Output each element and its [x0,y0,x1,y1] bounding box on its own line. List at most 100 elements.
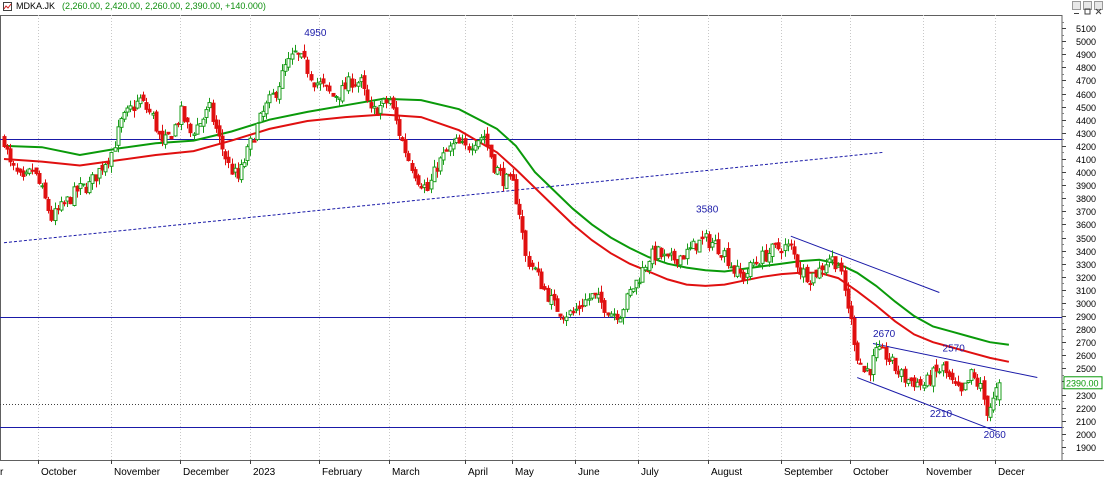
annotations: 4950 3580 2670 2570 2210 2060 [304,28,1006,441]
candle-body [302,50,307,58]
minimize-button[interactable] [1072,1,1081,14]
price-tick-label: 3200 [1076,273,1096,283]
last-price-tag [1063,376,1103,390]
candle-body [602,300,607,313]
close-button[interactable] [1094,1,1103,15]
candle-body [944,361,949,374]
candle-body [406,153,411,162]
candle-body [163,134,168,145]
candle-body [252,140,257,143]
candle-body [625,293,630,310]
candle-body [81,183,86,186]
candle-body [985,395,990,416]
candle-body [258,112,263,123]
candle-body [530,262,535,267]
candle-body [173,124,178,137]
candle-body [618,318,623,323]
candle-body [776,242,781,250]
candle-body [182,106,187,122]
candle-body [5,145,10,150]
candle-body [748,262,753,278]
price-tick-label: 2300 [1076,391,1096,401]
candle-body [950,372,955,381]
candle-body [805,266,810,283]
candle-body [801,268,806,278]
candle-body [934,364,939,372]
candle-body [820,265,825,271]
candle-body [400,137,405,141]
candle-body [757,264,762,267]
chart-window-icon [3,2,12,11]
candle-body [552,293,557,301]
price-tick-label: 2200 [1076,404,1096,414]
candle-body [441,152,446,161]
candle-body [185,117,190,123]
candle-body [795,254,800,268]
candle-body [966,380,971,383]
candle-body [113,147,118,152]
candle-body [779,250,784,254]
candle-body [109,151,114,167]
candle-body [517,203,522,215]
candle-body [8,148,13,163]
trend-line [790,235,940,293]
price-tick-label: 5100 [1076,24,1096,34]
candle-body [78,183,83,189]
price-tick-label: 4600 [1076,90,1096,100]
candle-body [489,144,494,158]
symbol-label: MDKA.JK [16,1,56,11]
candle-body [68,197,73,205]
candle-body [672,250,677,261]
candle-body [144,102,149,110]
candle-body [852,317,857,346]
price-tick-label: 3600 [1076,220,1096,230]
minimize-icon [1074,13,1079,14]
candle-body [116,126,121,146]
candle-body [201,118,206,127]
candle-body [760,250,765,264]
candle-body [988,406,993,418]
candle-body [242,162,247,168]
price-annotation: 2570 [943,343,966,354]
candle-body [166,131,171,135]
candle-body [991,397,996,411]
candle-body [432,166,437,183]
candle-body [365,89,370,101]
candle-body [309,74,314,81]
candle-body [738,268,743,274]
maximize-button[interactable] [1083,1,1092,15]
candle-body [789,243,794,246]
price-annotation: 3580 [696,205,719,216]
candle-body [906,379,911,384]
candle-body [811,272,816,284]
month-label: May [515,467,534,478]
candle-body [542,286,547,290]
candle-body [858,362,863,365]
candle-body [103,164,108,173]
title-bar[interactable]: MDKA.JK (2,260.00, 2,420.00, 2,260.00, 2… [0,0,1104,15]
candle-body [659,247,664,258]
candle-body [700,236,705,240]
candle-body [226,156,231,164]
candle-body [397,119,402,136]
month-label: October [853,467,889,478]
price-tick-label: 4900 [1076,50,1096,60]
price-annotation: 2670 [873,329,896,340]
month-label: r [0,467,4,478]
candle-body [476,140,481,148]
candle-body [220,135,225,150]
candle-body [346,76,351,92]
candle-body [770,243,775,258]
candle-body [11,163,16,166]
candle-body [599,291,604,303]
candle-body [207,102,212,109]
candle-body [492,154,497,173]
candle-body [356,82,361,87]
month-label: September [784,467,834,478]
candle-body [384,99,389,104]
last-price-label: 2390.00 [1066,378,1099,388]
candle-body [391,97,396,109]
candle-body [122,111,127,120]
candle-body [438,157,443,172]
